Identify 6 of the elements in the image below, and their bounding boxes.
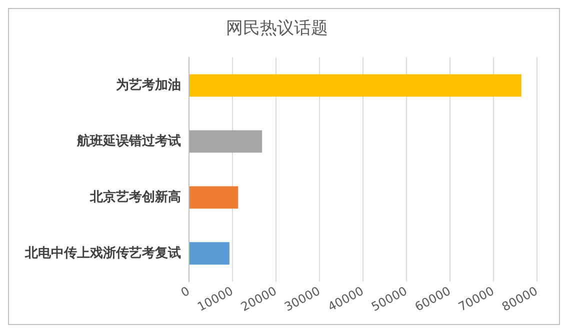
- x-tick-label: 0: [178, 284, 192, 300]
- chart-title: 网民热议话题: [226, 18, 328, 39]
- y-tick-label: 为艺考加油: [116, 78, 181, 93]
- y-tick-label: 航班延误错过考试: [76, 132, 181, 149]
- y-tick-label: 北京艺考创新高: [89, 188, 181, 205]
- y-tick-label: 北电中传上戏浙传艺考复试: [24, 244, 181, 261]
